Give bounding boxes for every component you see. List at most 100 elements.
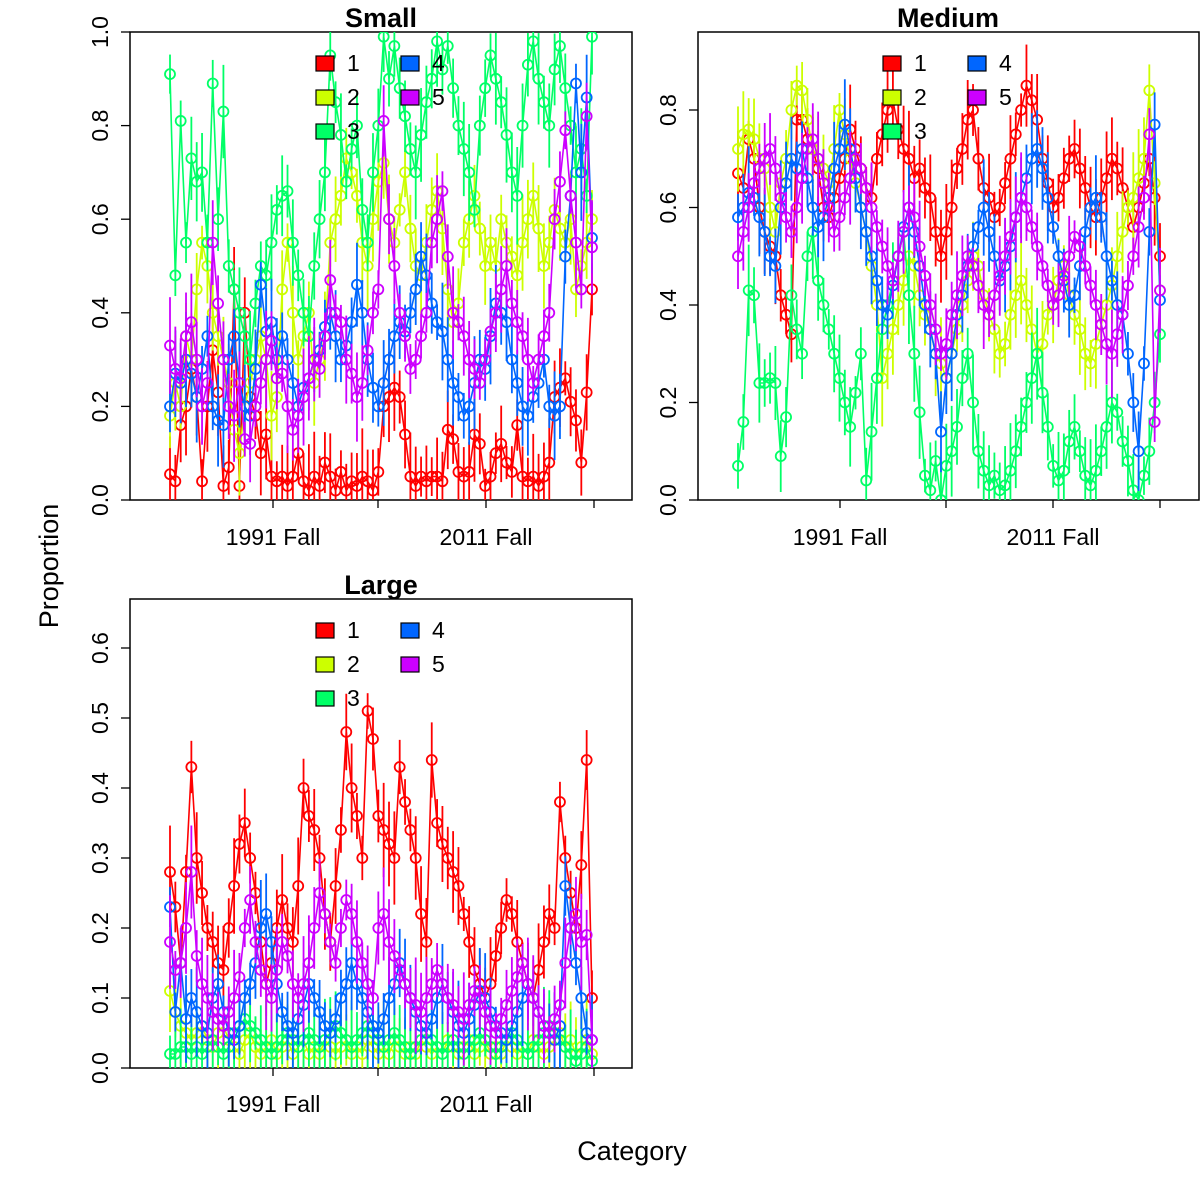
data-point [383, 353, 395, 366]
data-point [228, 409, 241, 422]
data-point [452, 880, 465, 892]
legend-item-5: 5 [967, 84, 1012, 110]
data-point [377, 157, 390, 169]
data-point [785, 289, 798, 302]
data-point [489, 1027, 502, 1039]
x-axis-title: Category [577, 1136, 687, 1166]
data-point [1063, 435, 1076, 448]
data-point [425, 754, 438, 766]
data-point [313, 887, 326, 899]
data-point [548, 63, 561, 76]
data-point [774, 450, 787, 463]
data-point [393, 761, 406, 773]
data-point [1122, 347, 1134, 360]
data-point [1132, 221, 1145, 233]
data-point [935, 347, 947, 360]
data-point [415, 1006, 427, 1018]
data-point [377, 32, 390, 43]
data-point [393, 82, 406, 95]
data-point [1073, 445, 1086, 458]
series-5 [164, 82, 598, 483]
data-point [796, 172, 809, 185]
legend-swatch [315, 55, 335, 72]
data-point [951, 162, 963, 175]
data-point [801, 250, 814, 263]
data-point [228, 880, 241, 892]
data-point [828, 225, 841, 238]
data-point [1084, 357, 1097, 370]
data-point [388, 852, 401, 864]
y-tick-label: 0.0 [87, 484, 113, 516]
data-point [748, 177, 760, 190]
data-point [281, 480, 294, 492]
data-point [559, 82, 572, 95]
data-marks [164, 32, 598, 500]
data-point [849, 152, 862, 165]
data-point [217, 105, 230, 118]
data-point [377, 115, 390, 127]
legend-item-4: 4 [400, 617, 445, 643]
data-point [281, 185, 294, 198]
data-point [351, 119, 363, 132]
data-point [388, 950, 401, 962]
panel-medium: Medium 0.0 0.2 0.4 0.6 0.8 1991 Fall 2011 Fa… [655, 3, 1200, 550]
data-point [383, 838, 395, 850]
data-point [345, 908, 358, 920]
data-point [1100, 172, 1113, 185]
data-point [1052, 474, 1065, 487]
data-point [956, 269, 969, 282]
data-point [372, 283, 385, 296]
data-point [801, 143, 814, 155]
data-point [1063, 299, 1076, 311]
data-point [924, 484, 937, 497]
legend-item-1: 1 [882, 50, 927, 76]
data-point [580, 110, 593, 123]
legend-label: 4 [999, 50, 1012, 76]
data-point [1015, 274, 1028, 287]
data-point [1020, 201, 1033, 214]
data-point [383, 992, 395, 1004]
data-point [559, 957, 572, 969]
data-point [511, 971, 524, 983]
data-point [790, 323, 803, 336]
y-tick-label: 0.6 [87, 632, 113, 664]
data-point [1111, 162, 1124, 175]
data-point [244, 978, 257, 990]
y-tick-label: 0.1 [87, 982, 113, 1014]
data-point [329, 880, 342, 892]
data-point [1100, 250, 1113, 263]
data-point [489, 950, 502, 962]
data-point [972, 279, 985, 292]
data-point [415, 129, 427, 141]
panel-title: Medium [897, 3, 999, 33]
data-point [1143, 225, 1156, 238]
data-point [393, 964, 406, 976]
data-point [244, 852, 257, 864]
data-point [945, 201, 958, 214]
data-point [511, 377, 524, 389]
data-point [935, 425, 947, 438]
data-point [967, 260, 979, 272]
data-point [586, 1034, 598, 1046]
data-point [201, 330, 214, 343]
data-point [1025, 152, 1038, 165]
data-point [554, 796, 566, 808]
data-point [302, 957, 315, 969]
data-point [457, 409, 470, 422]
data-point [206, 77, 219, 90]
data-point [340, 484, 353, 497]
data-point [409, 852, 422, 864]
data-point [233, 971, 246, 983]
data-point [495, 1013, 508, 1025]
data-point [302, 372, 315, 385]
legend-item-4: 4 [400, 50, 445, 76]
data-point [764, 143, 776, 155]
data-point [335, 316, 347, 329]
data-point [356, 957, 369, 969]
data-point [748, 133, 760, 146]
data-point [489, 306, 502, 319]
plot-frame [129, 598, 633, 1069]
data-point [1031, 143, 1044, 155]
data-point [164, 866, 176, 878]
